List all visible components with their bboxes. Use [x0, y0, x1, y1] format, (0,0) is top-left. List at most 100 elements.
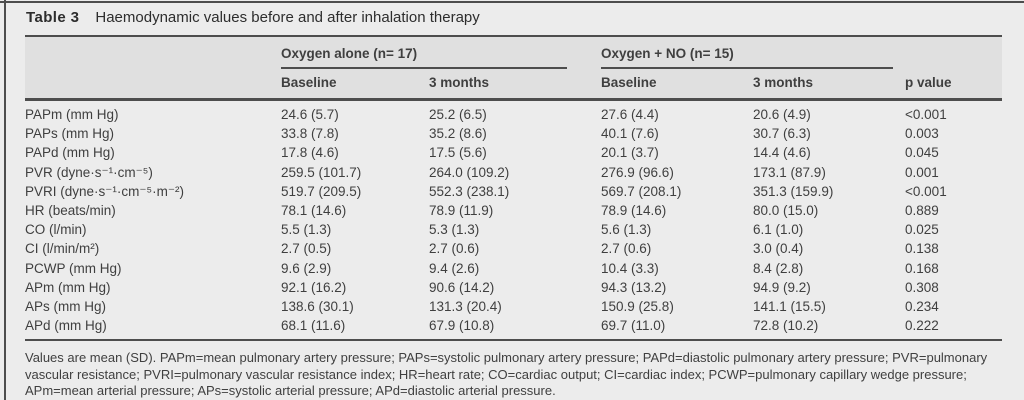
haemodynamic-table: Oxygen alone (n= 17) Oxygen + NO (n= 15)… — [25, 35, 1003, 342]
col-header-3months-2: 3 months — [753, 69, 906, 101]
group-label: Oxygen alone (n= 17) — [281, 44, 568, 69]
table-cell: 276.9 (96.6) — [601, 164, 674, 180]
page-top-rule — [0, 1, 1024, 3]
table-cell: 8.4 (2.8) — [753, 260, 804, 276]
group-header-oxygen-alone: Oxygen alone (n= 17) — [281, 36, 602, 69]
empty-header-cell — [905, 36, 1003, 69]
table-cell: 0.138 — [905, 241, 939, 257]
table-header: Oxygen alone (n= 17) Oxygen + NO (n= 15)… — [25, 36, 1003, 101]
table-cell: 9.6 (2.9) — [281, 260, 332, 276]
table-cell: 0.025 — [905, 222, 939, 238]
table-cell: 17.8 (4.6) — [281, 145, 339, 161]
table-cell: 14.4 (4.6) — [753, 145, 811, 161]
table-cell: <0.001 — [905, 107, 947, 122]
row-label: PCWP (mm Hg) — [25, 260, 122, 276]
table-cell: 33.8 (7.8) — [281, 126, 339, 142]
table-row: PAPs (mm Hg) 33.8 (7.8) 35.2 (8.6) 40.1 … — [25, 124, 1002, 143]
table-cell: 78.9 (11.9) — [429, 203, 494, 219]
table-cell: 10.4 (3.3) — [601, 260, 659, 276]
row-label: PVR (dyne·s⁻¹·cm⁻⁵) — [25, 164, 153, 180]
row-label: HR (beats/min) — [25, 203, 116, 219]
table-cell: 24.6 (5.7) — [281, 107, 339, 122]
table-cell: 0.003 — [905, 126, 939, 142]
table-title: Table 3 Haemodynamic values before and af… — [26, 9, 1002, 26]
table-row: APs (mm Hg) 138.6 (30.1) 131.3 (20.4) 15… — [25, 297, 1002, 316]
table-cell: 5.6 (1.3) — [601, 222, 652, 238]
table-cell: 519.7 (209.5) — [281, 183, 362, 199]
table-cell: 0.308 — [905, 279, 939, 295]
table-cell: 2.7 (0.6) — [429, 241, 480, 257]
row-label: PAPs (mm Hg) — [25, 126, 115, 142]
table-cell: 5.3 (1.3) — [429, 222, 480, 238]
table-cell: <0.001 — [905, 183, 947, 199]
col-header-baseline-1: Baseline — [281, 69, 429, 101]
table-row: PAPd (mm Hg) 17.8 (4.6) 17.5 (5.6) 20.1 … — [25, 143, 1002, 162]
table-cell: 25.2 (6.5) — [429, 107, 487, 122]
table-cell: 68.1 (11.6) — [281, 316, 429, 342]
table-cell: 67.9 (10.8) — [429, 316, 602, 342]
table-cell: 80.0 (15.0) — [753, 203, 819, 219]
group-header-row: Oxygen alone (n= 17) Oxygen + NO (n= 15) — [25, 36, 1003, 69]
table-cell: 0.045 — [905, 145, 939, 161]
table-cell: 72.8 (10.2) — [753, 316, 906, 342]
table-caption: Haemodynamic values before and after inh… — [95, 9, 480, 26]
empty-header-cell — [25, 69, 281, 101]
group-header-oxygen-no: Oxygen + NO (n= 15) — [601, 36, 906, 69]
row-label: APd (mm Hg) — [25, 316, 281, 342]
row-label: CI (l/min/m²) — [25, 241, 100, 257]
row-label: APm (mm Hg) — [25, 279, 111, 295]
row-label: PAPd (mm Hg) — [25, 145, 115, 161]
table-cell: 569.7 (208.1) — [601, 183, 682, 199]
table-row: HR (beats/min) 78.1 (14.6) 78.9 (11.9) 7… — [25, 201, 1002, 220]
table-number: Table 3 — [26, 9, 80, 26]
table-cell: 90.6 (14.2) — [429, 279, 495, 295]
row-label: APs (mm Hg) — [25, 299, 106, 315]
table-cell: 40.1 (7.6) — [601, 126, 659, 142]
table-cell: 552.3 (238.1) — [429, 183, 510, 199]
table-row: CI (l/min/m²) 2.7 (0.5) 2.7 (0.6) 2.7 (0… — [25, 239, 1002, 258]
row-label: PAPm (mm Hg) — [25, 107, 119, 122]
table-row: PVR (dyne·s⁻¹·cm⁻⁵) 259.5 (101.7) 264.0 … — [25, 163, 1002, 182]
table-cell: 0.168 — [905, 260, 939, 276]
table-cell: 20.6 (4.9) — [753, 107, 811, 122]
table-cell: 0.234 — [905, 299, 939, 315]
page-left-rule — [4, 0, 6, 400]
table-cell: 35.2 (8.6) — [429, 126, 487, 142]
table-cell: 17.5 (5.6) — [429, 145, 487, 161]
table-cell: 2.7 (0.6) — [601, 241, 652, 257]
table-cell: 141.1 (15.5) — [753, 299, 826, 315]
table-cell: 30.7 (6.3) — [753, 126, 811, 142]
table-body: PAPm (mm Hg) 24.6 (5.7) 25.2 (6.5) 27.6 … — [25, 100, 1003, 342]
table-cell: 0.001 — [905, 164, 939, 180]
table-cell: 20.1 (3.7) — [601, 145, 659, 161]
table-cell: 27.6 (4.4) — [601, 107, 659, 122]
table-cell: 173.1 (87.9) — [753, 164, 826, 180]
table-cell: 94.3 (13.2) — [601, 279, 667, 295]
col-header-p-value: p value — [905, 69, 1003, 101]
sub-header-row: Baseline 3 months Baseline 3 months p va… — [25, 69, 1003, 101]
table-row: PAPm (mm Hg) 24.6 (5.7) 25.2 (6.5) 27.6 … — [25, 100, 1002, 125]
table-cell: 150.9 (25.8) — [601, 299, 674, 315]
table-footnote: Values are mean (SD). PAPm=mean pulmonar… — [25, 350, 988, 399]
table-cell: 351.3 (159.9) — [753, 183, 834, 199]
table-cell: 138.6 (30.1) — [281, 299, 354, 315]
table-cell: 78.1 (14.6) — [281, 203, 347, 219]
table-row: PCWP (mm Hg) 9.6 (2.9) 9.4 (2.6) 10.4 (3… — [25, 259, 1002, 278]
table-cell: 0.889 — [905, 203, 939, 219]
table-cell: 5.5 (1.3) — [281, 222, 332, 238]
table-cell: 92.1 (16.2) — [281, 279, 347, 295]
col-header-3months-1: 3 months — [429, 69, 602, 101]
col-header-baseline-2: Baseline — [601, 69, 754, 101]
table-row: APd (mm Hg) 68.1 (11.6) 67.9 (10.8) 69.7… — [25, 316, 1003, 342]
table-cell: 131.3 (20.4) — [429, 299, 502, 315]
table-cell: 259.5 (101.7) — [281, 164, 362, 180]
table-row: CO (l/min) 5.5 (1.3) 5.3 (1.3) 5.6 (1.3)… — [25, 220, 1002, 239]
row-label: CO (l/min) — [25, 222, 87, 238]
table-cell: 94.9 (9.2) — [753, 279, 811, 295]
table-cell: 69.7 (11.0) — [601, 316, 754, 342]
table-cell: 78.9 (14.6) — [601, 203, 667, 219]
table-cell: 3.0 (0.4) — [753, 241, 804, 257]
table-row: PVRI (dyne·s⁻¹·cm⁻⁵·m⁻²) 519.7 (209.5) 5… — [25, 182, 1002, 201]
table-row: APm (mm Hg) 92.1 (16.2) 90.6 (14.2) 94.3… — [25, 278, 1002, 297]
empty-header-cell — [25, 36, 281, 69]
